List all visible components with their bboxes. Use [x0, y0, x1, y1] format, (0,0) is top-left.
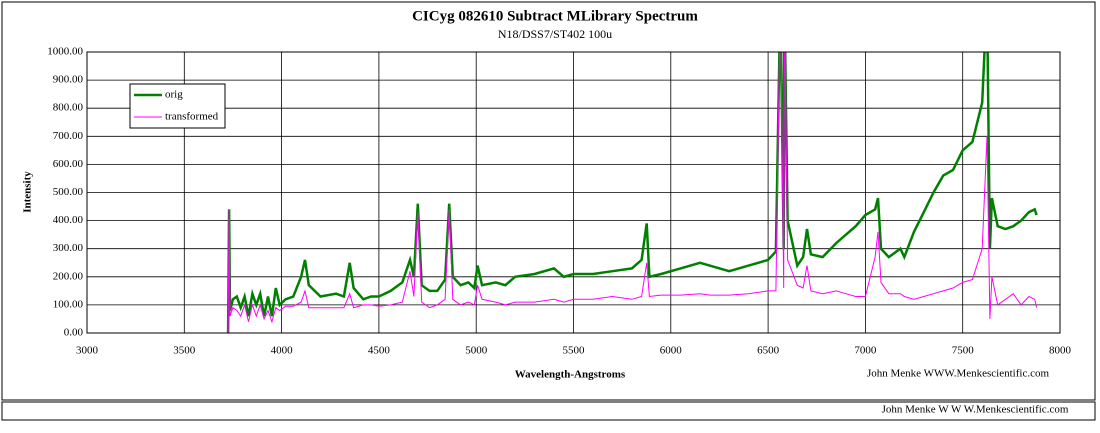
series-line [226, 52, 1038, 333]
y-tick-label: 800.00 [53, 102, 84, 114]
y-tick-label: 600.00 [53, 158, 84, 170]
y-tick-label: 1000.00 [47, 46, 83, 58]
x-tick-label: 6500 [757, 345, 780, 357]
chart-border [1, 1, 1096, 401]
legend-label: transformed [165, 111, 219, 123]
y-tick-label: 500.00 [53, 186, 84, 198]
x-tick-label: 3000 [76, 345, 99, 357]
footer: John Menke W W W.Menkescientific.com [882, 404, 1069, 416]
chart-subtitle: N18/DSS7/ST402 100u [498, 27, 612, 41]
x-tick-label: 5000 [465, 345, 488, 357]
plot-border [86, 51, 1061, 334]
chart-title: CICyg 082610 Subtract MLibrary Spectrum [412, 8, 698, 24]
x-tick-label: 4500 [368, 345, 391, 357]
y-tick-label: 900.00 [53, 74, 84, 86]
legend-box [129, 83, 226, 129]
footer-border [1, 401, 1096, 421]
x-tick-label: 7000 [854, 345, 877, 357]
y-tick-label: 100.00 [53, 298, 84, 310]
y-tick-label: 0.00 [64, 327, 84, 339]
x-tick-label: 8000 [1049, 345, 1072, 357]
y-axis-label: Intensity [22, 171, 34, 213]
x-tick-label: 5500 [563, 345, 586, 357]
x-tick-label: 6000 [660, 345, 683, 357]
y-tick-label: 700.00 [53, 130, 84, 142]
legend: orig transformed [129, 83, 226, 129]
plot-lines [226, 52, 1038, 333]
legend-label: orig [165, 89, 183, 101]
x-axis-label: Wavelength-Angstroms [515, 369, 626, 381]
y-tick-label: 300.00 [53, 242, 84, 254]
y-tick-label: 400.00 [53, 214, 84, 226]
x-tick-label: 3500 [173, 345, 196, 357]
y-tick-label: 200.00 [53, 270, 84, 282]
x-tick-label: 4000 [271, 345, 294, 357]
x-tick-label: 7500 [952, 345, 975, 357]
series-line [227, 52, 1038, 333]
annotation: John Menke WWW.Menkescientific.com [867, 368, 1050, 380]
